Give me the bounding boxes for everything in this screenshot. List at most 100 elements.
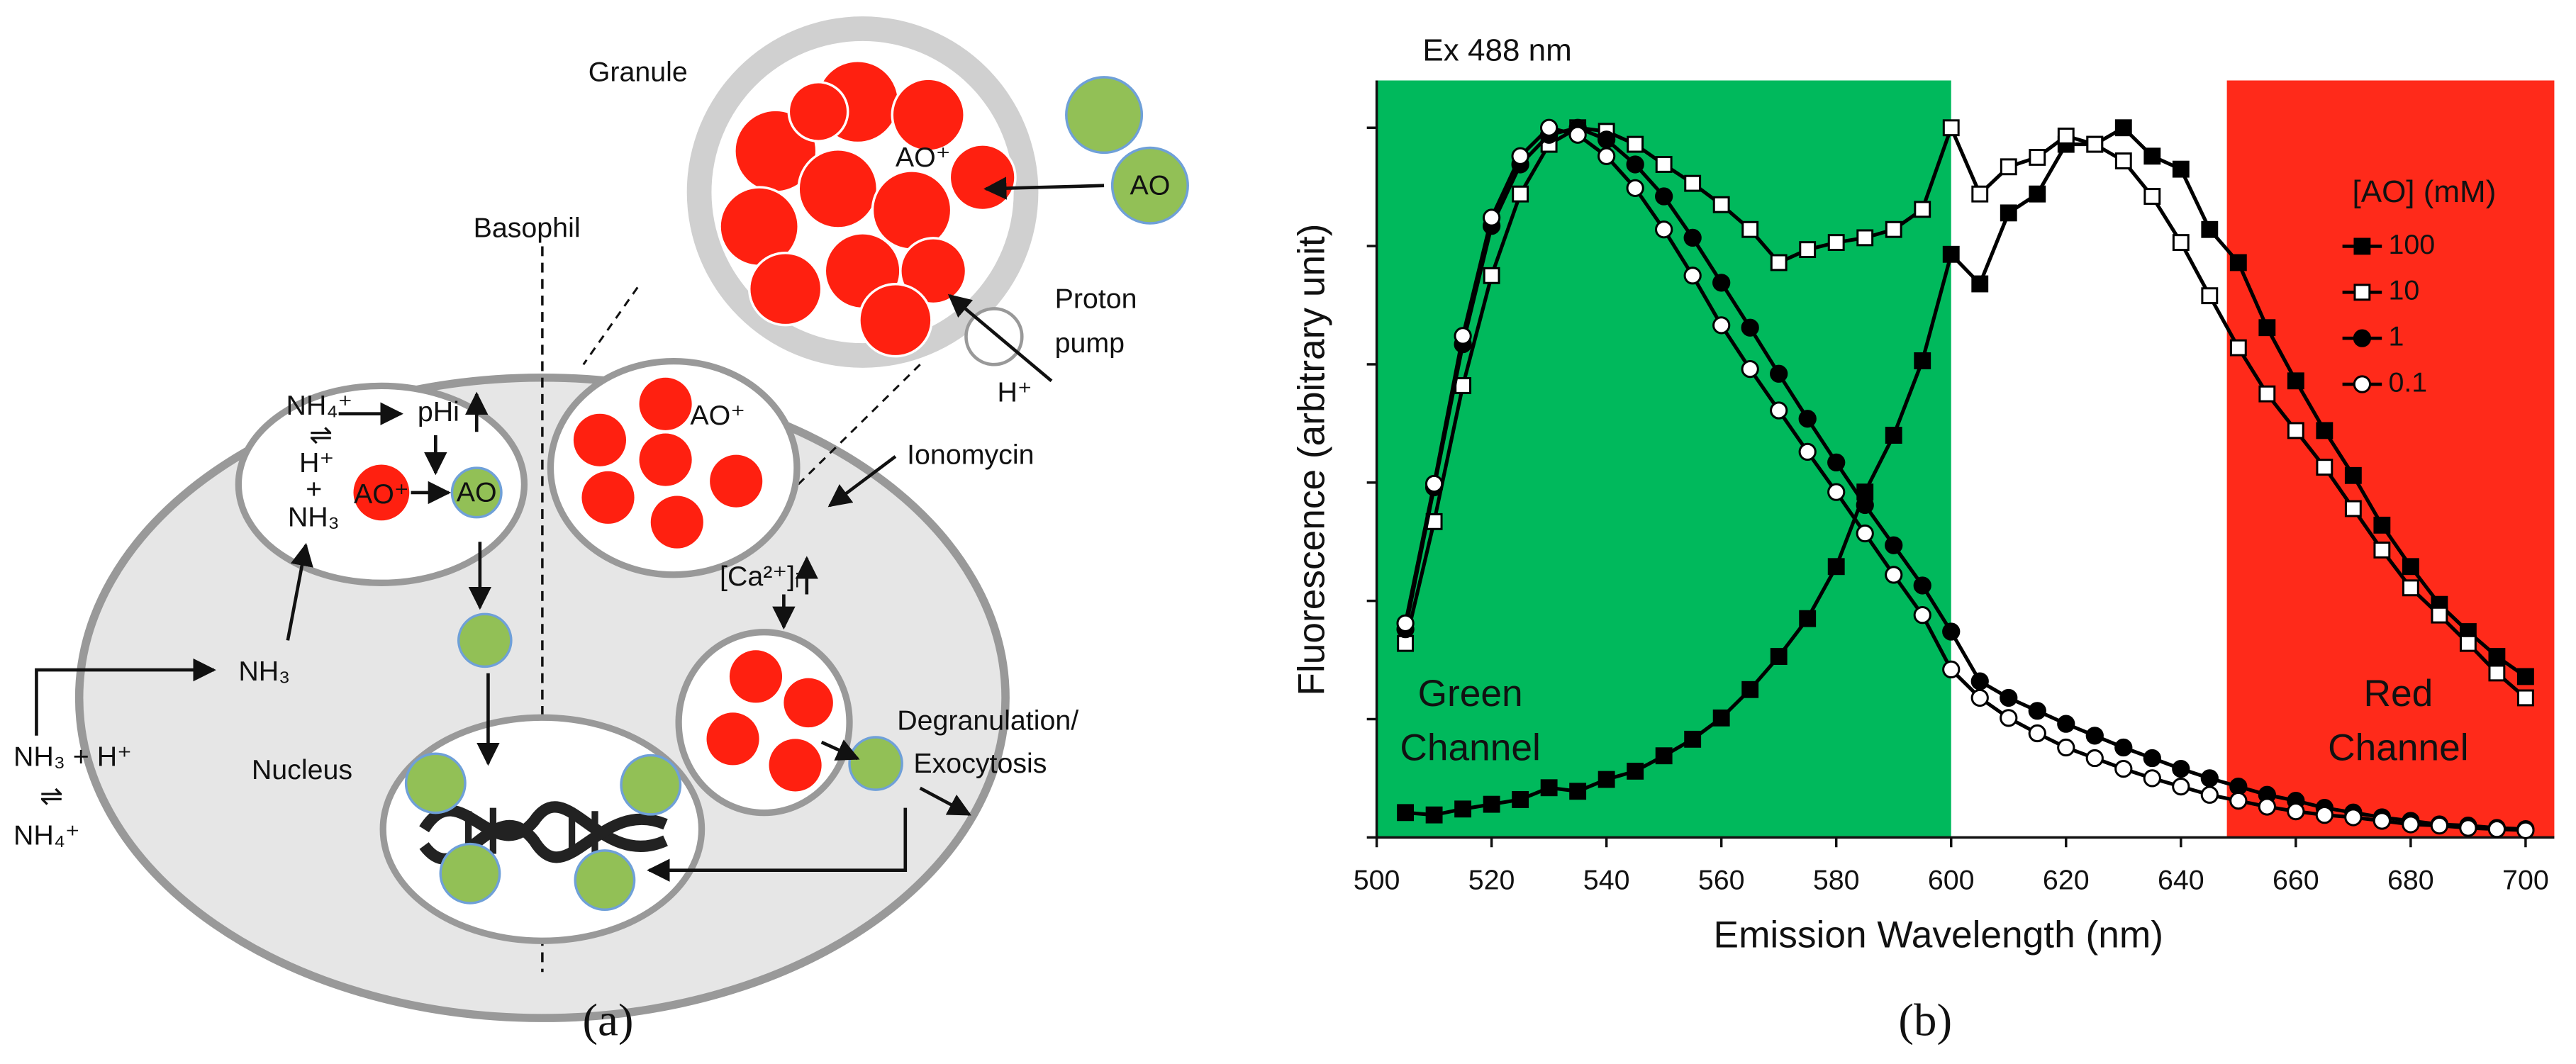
- x-tick-label: 640: [2158, 864, 2204, 895]
- series-line: [1403, 125, 2526, 832]
- band-label: Channel: [2328, 727, 2468, 769]
- data-point: [2085, 749, 2104, 768]
- data-point: [1598, 147, 1616, 165]
- data-point: [1627, 135, 1644, 153]
- data-point: [2201, 220, 2219, 238]
- data-point: [1712, 196, 1730, 213]
- x-tick-label: 680: [2387, 864, 2434, 895]
- y-axis-title: Fluorescence (arbitrary unit): [1291, 224, 1333, 696]
- ao-molecule: [848, 736, 903, 791]
- data-point: [1770, 364, 1788, 383]
- x-tick-label: 520: [1468, 864, 1515, 895]
- data-point: [2402, 579, 2419, 597]
- data-point: [1598, 130, 1616, 149]
- legend-marker: [2353, 284, 2371, 301]
- data-point: [2114, 119, 2132, 137]
- data-point: [2459, 819, 2477, 837]
- data-point: [2516, 821, 2535, 839]
- vesicle-contents: [573, 377, 763, 549]
- data-point: [1655, 156, 1673, 173]
- data-point: [1511, 147, 1529, 165]
- label: Ionomycin: [907, 439, 1034, 470]
- label: pump: [1055, 327, 1125, 359]
- data-point: [1971, 275, 1989, 293]
- diagram: Granule Basophil AO⁺ AO Proton pump H⁺ I…: [13, 16, 1189, 1046]
- data-point: [2229, 339, 2247, 357]
- legend-marker: [2353, 329, 2372, 347]
- data-point: [1655, 220, 1673, 239]
- data-point: [1626, 155, 1644, 174]
- label: NH₃ + H⁺: [13, 741, 132, 773]
- data-point: [1655, 187, 1673, 206]
- data-point: [1799, 610, 1817, 627]
- data-point: [1827, 483, 1846, 501]
- data-point: [1885, 427, 1902, 444]
- label: NH₃: [238, 656, 290, 687]
- band-label: Channel: [1400, 727, 1540, 769]
- data-point: [2373, 812, 2391, 830]
- data-point: [2287, 802, 2305, 821]
- x-tick-label: 540: [1583, 864, 1630, 895]
- data-point: [1454, 377, 1472, 394]
- band-label: Red: [2363, 673, 2433, 715]
- data-point: [2344, 808, 2363, 827]
- data-point: [1741, 220, 1759, 238]
- data-point: [2373, 516, 2391, 534]
- data-point: [1684, 730, 1702, 748]
- data-point: [1856, 229, 1874, 247]
- data-point: [1970, 672, 1989, 690]
- data-point: [1770, 401, 1788, 420]
- granule-contents: [718, 59, 1017, 358]
- data-point: [2430, 817, 2449, 835]
- data-point: [1483, 795, 1500, 813]
- data-point: [2258, 319, 2276, 337]
- data-point: [2143, 188, 2161, 205]
- data-point: [1942, 660, 1961, 679]
- data-point: [1568, 125, 1587, 144]
- data-point: [1942, 245, 1960, 263]
- legend-title: [AO] (mM): [2353, 174, 2497, 209]
- x-axis-title: Emission Wavelength (nm): [1714, 914, 2163, 956]
- data-point: [2000, 709, 2018, 727]
- label: AO: [457, 477, 497, 508]
- data-point: [1798, 442, 1817, 461]
- equilibrium: ⇌: [40, 780, 63, 812]
- label: AO⁺: [354, 478, 409, 510]
- data-point: [1827, 453, 1846, 472]
- data-point: [1512, 185, 1529, 203]
- data-point: [1942, 119, 1960, 137]
- data-point: [1483, 267, 1500, 284]
- zoom-line: [582, 286, 639, 366]
- x-tick-label: 600: [1928, 864, 1975, 895]
- data-point: [1512, 791, 1529, 808]
- caption: (b): [1898, 995, 1952, 1046]
- x-tick-label: 660: [2273, 864, 2319, 895]
- data-point: [2114, 152, 2132, 169]
- chart: (b) Ex 488 nm Emission Wavelength (nm) F…: [1291, 33, 2555, 1046]
- x-tick-label: 700: [2502, 864, 2549, 895]
- data-point: [1856, 524, 1874, 543]
- data-point: [1655, 747, 1673, 765]
- legend-marker: [2353, 237, 2371, 255]
- data-point: [1770, 254, 1788, 271]
- data-point: [1712, 274, 1731, 292]
- data-point: [2316, 459, 2334, 476]
- data-point: [2057, 127, 2075, 145]
- label: NH₃: [288, 501, 340, 532]
- data-point: [2488, 648, 2506, 665]
- data-point: [1598, 771, 1615, 788]
- data-point: [2402, 815, 2420, 834]
- x-tick-label: 620: [2043, 864, 2090, 895]
- data-point: [2114, 759, 2133, 778]
- equilibrium: ⇌: [309, 420, 333, 451]
- series-line: [1405, 125, 2527, 817]
- data-point: [2200, 785, 2219, 804]
- data-point: [1626, 179, 1644, 197]
- data-point: [2258, 385, 2276, 403]
- data-point: [2402, 558, 2419, 576]
- data-point: [2057, 715, 2075, 733]
- label: Granule: [589, 57, 688, 88]
- legend-label: 100: [2388, 229, 2435, 260]
- data-point: [2143, 749, 2161, 768]
